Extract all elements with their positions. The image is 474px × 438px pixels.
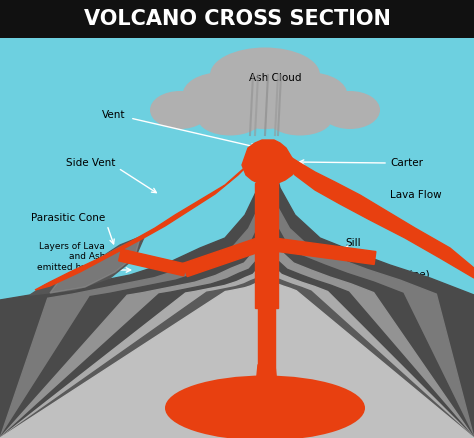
Text: Layers of Lava
and Ash
emitted by the
Volcano: Layers of Lava and Ash emitted by the Vo… <box>37 242 105 282</box>
Text: Branch Pipe: Branch Pipe <box>184 260 246 270</box>
Polygon shape <box>255 183 278 308</box>
Ellipse shape <box>220 87 310 129</box>
Text: Vent: Vent <box>101 110 125 120</box>
Text: Sill: Sill <box>345 238 361 248</box>
Polygon shape <box>0 203 474 438</box>
Bar <box>0 320 474 338</box>
Bar <box>0 360 474 376</box>
Bar <box>0 400 474 438</box>
Ellipse shape <box>267 100 332 135</box>
Polygon shape <box>0 158 474 438</box>
Polygon shape <box>0 261 474 438</box>
Ellipse shape <box>210 47 320 102</box>
Ellipse shape <box>320 91 380 129</box>
Text: Lava Flow: Lava Flow <box>390 190 442 200</box>
Polygon shape <box>277 239 376 265</box>
Polygon shape <box>0 182 474 438</box>
Polygon shape <box>242 140 296 183</box>
Polygon shape <box>0 237 474 438</box>
Text: Throat: Throat <box>250 160 290 170</box>
Text: www.shutterstock.com · 507735724: www.shutterstock.com · 507735724 <box>173 429 301 435</box>
Polygon shape <box>35 165 248 290</box>
Bar <box>0 376 474 400</box>
Polygon shape <box>0 221 474 438</box>
Text: Rock Layers of the
Earth's Crust: Rock Layers of the Earth's Crust <box>55 325 149 345</box>
Text: Magma Chamber
(Magma Reservoir): Magma Chamber (Magma Reservoir) <box>209 397 321 419</box>
Ellipse shape <box>198 100 263 135</box>
Text: Side Vent: Side Vent <box>65 158 115 168</box>
Ellipse shape <box>150 91 210 129</box>
Bar <box>0 400 474 438</box>
Ellipse shape <box>182 73 257 117</box>
Polygon shape <box>30 235 145 295</box>
Text: VOLCANO CROSS SECTION: VOLCANO CROSS SECTION <box>83 9 391 29</box>
Bar <box>0 338 474 360</box>
Text: Parasitic Cone: Parasitic Cone <box>31 213 105 223</box>
Bar <box>0 38 474 300</box>
Ellipse shape <box>165 375 365 438</box>
Bar <box>0 0 474 38</box>
Polygon shape <box>285 158 474 278</box>
Polygon shape <box>255 365 278 395</box>
Text: Carter: Carter <box>390 158 423 168</box>
Polygon shape <box>183 238 260 277</box>
Bar <box>0 300 474 320</box>
Ellipse shape <box>273 73 347 117</box>
Polygon shape <box>258 300 275 375</box>
Text: Conduit (pipe): Conduit (pipe) <box>355 270 429 280</box>
Polygon shape <box>0 270 474 438</box>
Polygon shape <box>118 249 186 276</box>
Polygon shape <box>0 251 474 438</box>
Polygon shape <box>50 238 140 293</box>
Text: Ash Cloud: Ash Cloud <box>249 73 301 83</box>
